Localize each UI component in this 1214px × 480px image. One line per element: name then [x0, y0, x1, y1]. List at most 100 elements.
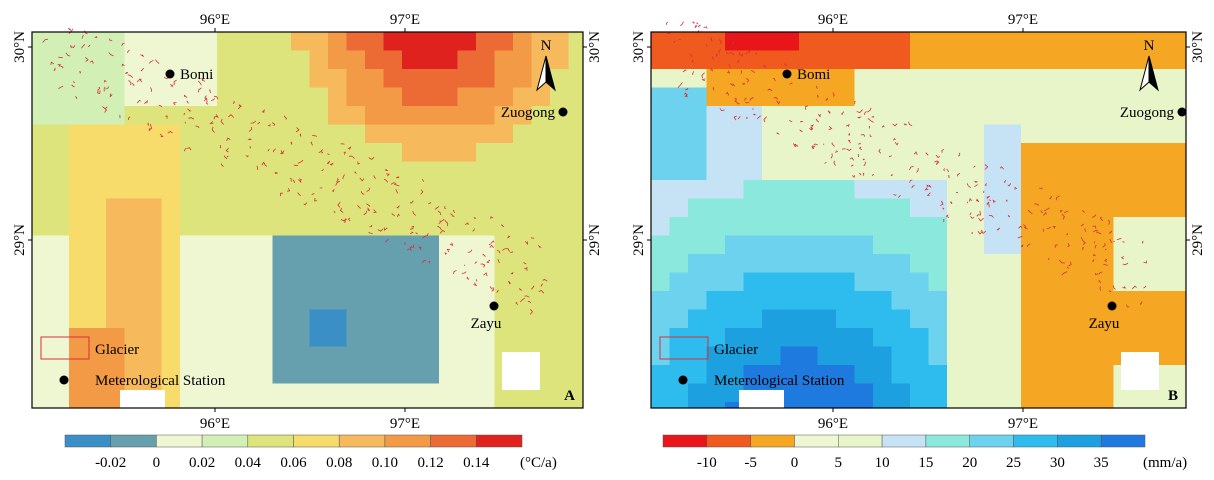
grid-cell — [1113, 161, 1133, 181]
grid-cell — [457, 309, 477, 329]
grid-cell — [106, 402, 125, 409]
colorbar-box — [430, 434, 477, 448]
grid-cell — [891, 254, 911, 273]
grid-cell — [743, 254, 763, 273]
grid-cell — [799, 143, 818, 162]
grid-cell — [1113, 309, 1133, 329]
grid-cell — [1039, 402, 1059, 409]
grid-cell — [799, 291, 818, 310]
grid-cell — [402, 328, 421, 347]
grid-cell — [1076, 291, 1096, 310]
grid-cell — [965, 383, 985, 403]
grid-cell — [1021, 328, 1040, 347]
grid-cell — [180, 254, 199, 273]
grid-cell — [531, 235, 551, 255]
grid-cell — [1021, 87, 1040, 107]
grid-cell — [328, 32, 347, 51]
grid-cell — [402, 402, 421, 409]
grid-cell — [217, 217, 236, 236]
grid-cell — [817, 106, 837, 125]
grid-cell — [143, 180, 162, 199]
grid-cell — [725, 346, 744, 366]
grid-cell — [706, 272, 726, 292]
colorbar-box — [1100, 434, 1146, 448]
grid-cell — [143, 346, 162, 366]
grid-cell — [106, 106, 125, 125]
grid-cell — [1021, 106, 1040, 125]
grid-cell — [402, 198, 421, 218]
grid-cell — [568, 50, 584, 70]
grid-cell — [235, 161, 255, 181]
grid-cell — [272, 383, 292, 403]
grid-cell — [1169, 143, 1187, 162]
grid-cell — [494, 69, 514, 88]
grid-cell — [217, 365, 236, 384]
grid-cell — [965, 198, 985, 218]
grid-cell — [799, 32, 818, 51]
grid-cell — [568, 198, 584, 218]
grid-cell — [1039, 217, 1059, 236]
grid-cell — [531, 198, 551, 218]
grid-cell — [947, 328, 966, 347]
grid-cell — [106, 50, 125, 70]
grid-cell — [383, 161, 403, 181]
grid-cell — [1039, 291, 1059, 310]
grid-cell — [420, 254, 440, 273]
lon-label: 97°E — [1008, 416, 1038, 432]
grid-cell — [124, 124, 144, 144]
grid-cell — [50, 124, 70, 144]
colorbar-box — [156, 434, 203, 448]
grid-cell — [891, 346, 911, 366]
grid-cell — [272, 87, 292, 107]
grid-cell — [873, 346, 892, 366]
grid-cell — [928, 143, 948, 162]
grid-cell — [854, 180, 874, 199]
grid-cell — [198, 365, 218, 384]
colorbar-label: 0.06 — [280, 455, 307, 471]
colorbar-label: 10 — [875, 455, 890, 471]
grid-cell — [1169, 272, 1187, 292]
grid-cell — [124, 254, 144, 273]
grid-cell — [383, 50, 403, 70]
grid-cell — [217, 328, 236, 347]
grid-cell — [762, 235, 781, 255]
grid-cell — [50, 254, 70, 273]
grid-cell — [272, 180, 292, 199]
grid-cell — [180, 235, 199, 255]
grid-cell — [50, 87, 70, 107]
grid-cell — [439, 143, 458, 162]
grid-cell — [836, 180, 855, 199]
grid-cell — [965, 69, 985, 88]
legend-label: Glacier — [714, 342, 758, 358]
grid-cell — [32, 106, 51, 125]
grid-cell — [799, 346, 818, 366]
grid-cell — [50, 106, 70, 125]
grid-cell — [69, 198, 88, 218]
grid-cell — [235, 309, 255, 329]
grid-cell — [1058, 143, 1077, 162]
grid-cell — [420, 402, 440, 409]
grid-cell — [365, 309, 384, 329]
grid-cell — [854, 161, 874, 181]
grid-cell — [235, 272, 255, 292]
grid-cell — [550, 87, 569, 107]
grid-cell — [328, 124, 347, 144]
grid-cell — [513, 217, 532, 236]
grid-cell — [383, 69, 403, 88]
grid-cell — [836, 235, 855, 255]
grid-cell — [725, 291, 744, 310]
grid-cell — [1076, 50, 1096, 70]
grid-cell — [910, 346, 929, 366]
grid-cell — [725, 272, 744, 292]
grid-cell — [254, 254, 273, 273]
grid-cell — [198, 106, 218, 125]
grid-cell — [476, 217, 495, 236]
grid-cell — [947, 198, 966, 218]
grid-cell — [50, 198, 70, 218]
grid-cell — [928, 254, 948, 273]
grid-cell — [568, 383, 584, 403]
grid-cell — [1132, 124, 1151, 144]
grid-cell — [910, 272, 929, 292]
grid-cell — [928, 180, 948, 199]
grid-cell — [272, 235, 292, 255]
